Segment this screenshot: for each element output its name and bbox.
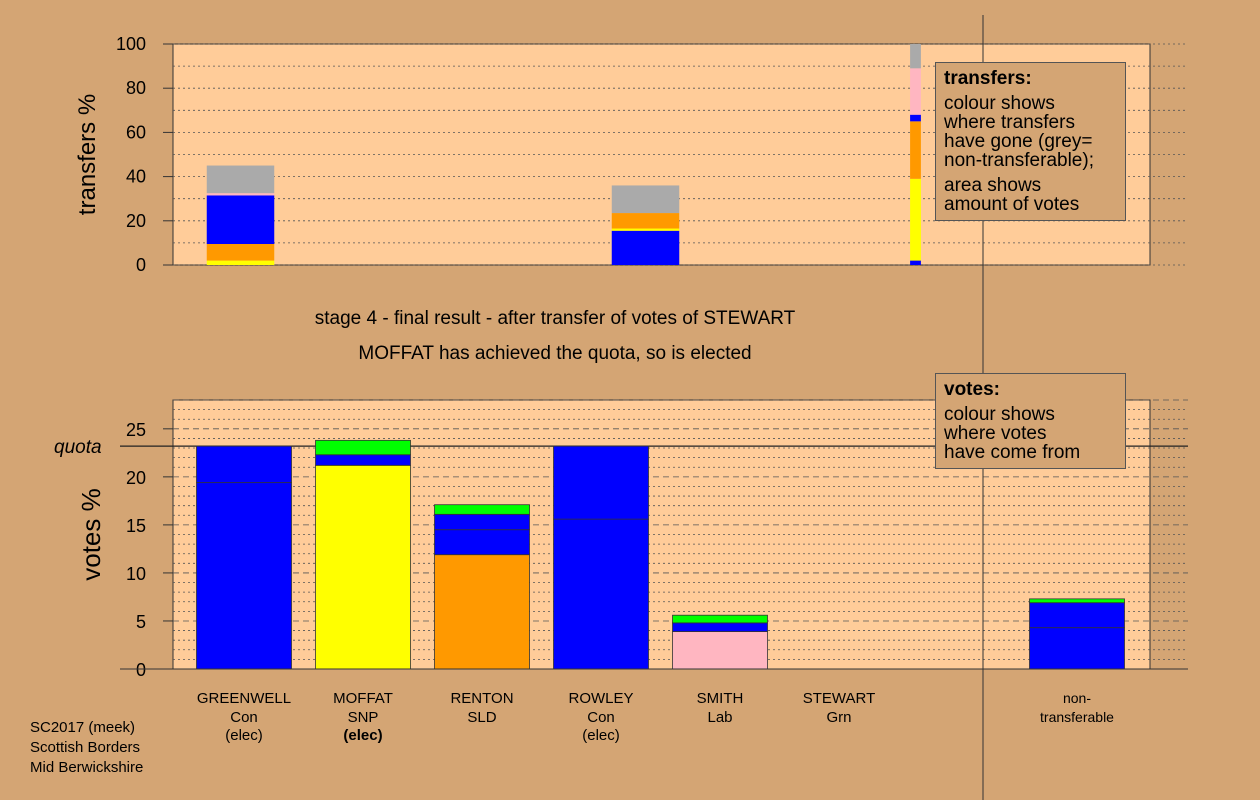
category-status-label: (elec)	[343, 727, 382, 744]
vote-segment	[1029, 627, 1125, 670]
y-tick-label: 80	[126, 78, 146, 98]
transfers-legend-line: colour shows	[944, 93, 1055, 114]
transfer-segment	[910, 68, 921, 115]
y-axis-label: transfers %	[74, 94, 101, 215]
vote-segment	[434, 554, 530, 670]
transfer-segment	[910, 260, 921, 265]
y-tick-label: 15	[126, 516, 146, 536]
votes-legend-line: where votes	[944, 423, 1047, 444]
votes-legend-title: votes:	[944, 379, 1000, 400]
vote-segment	[1029, 602, 1125, 629]
footer-line: SC2017 (meek)	[30, 719, 136, 736]
category-party-label: Lab	[707, 709, 732, 726]
vote-segment	[672, 614, 768, 624]
transfers-legend-line: non-transferable);	[944, 150, 1094, 171]
category-name-label: STEWART	[803, 690, 876, 707]
vote-segment	[315, 454, 411, 466]
category-name-label: RENTON	[450, 690, 513, 707]
transfers-legend-title: transfers:	[944, 68, 1032, 89]
footer: SC2017 (meek) Scottish Borders Mid Berwi…	[30, 718, 143, 778]
transfer-segment	[611, 230, 680, 265]
category-party-label: Con	[230, 709, 258, 726]
transfers-legend: transfers: colour shows where transfers …	[935, 62, 1126, 221]
transfer-segment	[910, 178, 921, 261]
category-status-label: (elec)	[582, 727, 620, 744]
vote-segment	[315, 464, 411, 670]
y-tick-label: 20	[126, 211, 146, 231]
transfer-segment	[206, 260, 275, 265]
transfer-segment	[910, 44, 921, 69]
stage-subtitle: MOFFAT has achieved the quota, so is ele…	[358, 343, 752, 364]
vote-segment	[553, 445, 649, 520]
vote-segment	[434, 504, 530, 515]
transfer-segment	[910, 114, 921, 122]
y-tick-label: 20	[126, 468, 146, 488]
category-name-label: GREENWELL	[197, 690, 291, 707]
transfer-segment	[611, 228, 680, 231]
transfer-segment	[206, 165, 275, 194]
footer-line: Mid Berwickshire	[30, 759, 144, 776]
transfer-segment	[611, 213, 680, 229]
transfers-legend-line: amount of votes	[944, 194, 1080, 215]
transfers-legend-line: have gone (grey=	[944, 131, 1093, 152]
vote-segment	[196, 445, 292, 484]
y-tick-label: 0	[136, 660, 146, 680]
nontransferable-label: non-	[1063, 690, 1091, 706]
category-party-label: Con	[587, 709, 615, 726]
transfer-segment	[206, 195, 275, 245]
vote-segment	[315, 439, 411, 456]
y-axis-label: votes %	[76, 488, 106, 581]
vote-segment	[196, 482, 292, 670]
y-tick-label: 5	[136, 612, 146, 632]
vote-segment	[434, 529, 530, 556]
stage-title: stage 4 - final result - after transfer …	[314, 308, 796, 329]
vote-segment	[1029, 598, 1125, 604]
category-name-label: ROWLEY	[568, 690, 633, 707]
y-tick-label: 40	[126, 167, 146, 187]
quota-label: quota	[54, 437, 102, 458]
category-party-label: SLD	[467, 709, 496, 726]
y-tick-label: 0	[136, 255, 146, 275]
vote-segment	[672, 631, 768, 670]
transfers-legend-line: where transfers	[944, 112, 1075, 133]
y-tick-label: 60	[126, 122, 146, 142]
vote-segment	[672, 622, 768, 632]
y-tick-label: 100	[116, 34, 146, 54]
votes-legend-line: have come from	[944, 442, 1081, 463]
transfer-segment	[611, 185, 680, 214]
y-tick-label: 25	[126, 420, 146, 440]
transfer-segment	[910, 121, 921, 179]
vote-segment	[434, 513, 530, 531]
transfer-segment	[206, 193, 275, 196]
category-name-label: MOFFAT	[333, 690, 393, 707]
category-party-label: Grn	[826, 709, 851, 726]
category-name-label: SMITH	[697, 690, 744, 707]
votes-legend-line: colour shows	[944, 404, 1055, 425]
category-status-label: (elec)	[225, 727, 263, 744]
transfer-segment	[206, 244, 275, 261]
transfers-legend-line: area shows	[944, 175, 1042, 196]
category-party-label: SNP	[348, 709, 379, 726]
nontransferable-label: transferable	[1040, 709, 1114, 725]
y-tick-label: 10	[126, 564, 146, 584]
footer-line: Scottish Borders	[30, 739, 141, 756]
votes-legend: votes: colour shows where votes have com…	[935, 373, 1126, 469]
vote-segment	[553, 518, 649, 670]
